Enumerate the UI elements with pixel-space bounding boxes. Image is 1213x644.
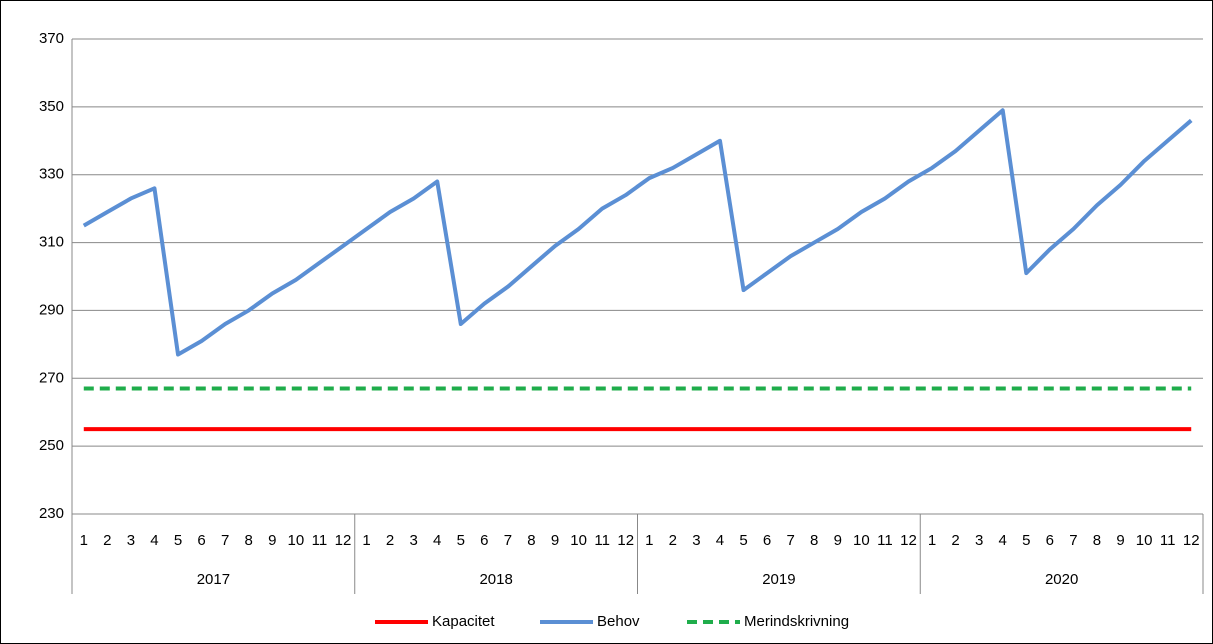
x-tick-label: 12 xyxy=(335,532,352,549)
x-tick-label: 7 xyxy=(504,532,512,549)
x-tick-label: 6 xyxy=(763,532,771,549)
legend-label: Behov xyxy=(597,613,640,630)
y-tick-label: 330 xyxy=(39,166,64,183)
x-tick-label: 12 xyxy=(1183,532,1200,549)
x-tick-label: 5 xyxy=(739,532,747,549)
x-tick-label: 3 xyxy=(127,532,135,549)
x-tick-label: 1 xyxy=(645,532,653,549)
x-tick-label: 8 xyxy=(245,532,253,549)
x-tick-label: 7 xyxy=(221,532,229,549)
x-tick-label: 7 xyxy=(786,532,794,549)
x-tick-label: 10 xyxy=(853,532,870,549)
x-tick-label: 11 xyxy=(877,532,893,549)
x-tick-label: 6 xyxy=(197,532,205,549)
x-tick-label: 1 xyxy=(362,532,370,549)
x-tick-label: 3 xyxy=(975,532,983,549)
x-tick-label: 12 xyxy=(617,532,634,549)
x-tick-label: 4 xyxy=(716,532,724,549)
x-tick-label: 2 xyxy=(669,532,677,549)
y-tick-label: 310 xyxy=(39,234,64,251)
series-line xyxy=(82,108,1193,357)
y-tick-label: 290 xyxy=(39,301,64,318)
legend-label: Merindskrivning xyxy=(744,613,849,630)
legend-label: Kapacitet xyxy=(432,613,495,630)
x-tick-label: 9 xyxy=(834,532,842,549)
x-tick-label: 11 xyxy=(594,532,610,549)
x-tick-label: 12 xyxy=(900,532,917,549)
group-label: 2017 xyxy=(197,571,230,588)
x-tick-label: 6 xyxy=(1046,532,1054,549)
x-tick-label: 2 xyxy=(386,532,394,549)
x-tick-label: 1 xyxy=(80,532,88,549)
x-tick-label: 4 xyxy=(433,532,441,549)
y-tick-label: 230 xyxy=(39,505,64,522)
x-tick-label: 5 xyxy=(457,532,465,549)
x-tick-label: 1 xyxy=(928,532,936,549)
group-label: 2019 xyxy=(762,571,795,588)
x-tick-label: 11 xyxy=(1160,532,1176,549)
x-tick-label: 10 xyxy=(570,532,587,549)
x-tick-label: 8 xyxy=(810,532,818,549)
x-tick-label: 2 xyxy=(103,532,111,549)
x-tick-label: 5 xyxy=(1022,532,1030,549)
x-tick-label: 8 xyxy=(1093,532,1101,549)
x-tick-label: 4 xyxy=(150,532,158,549)
x-tick-label: 5 xyxy=(174,532,182,549)
x-tick-label: 9 xyxy=(551,532,559,549)
y-tick-label: 250 xyxy=(39,437,64,454)
x-tick-label: 9 xyxy=(1116,532,1124,549)
x-tick-label: 9 xyxy=(268,532,276,549)
x-tick-label: 6 xyxy=(480,532,488,549)
x-tick-label: 2 xyxy=(951,532,959,549)
group-label: 2018 xyxy=(479,571,512,588)
x-tick-label: 10 xyxy=(288,532,305,549)
x-tick-label: 3 xyxy=(409,532,417,549)
x-tick-label: 3 xyxy=(692,532,700,549)
y-tick-label: 350 xyxy=(39,98,64,115)
x-tick-label: 7 xyxy=(1069,532,1077,549)
y-tick-label: 370 xyxy=(39,30,64,47)
x-tick-label: 4 xyxy=(999,532,1007,549)
group-label: 2020 xyxy=(1045,571,1078,588)
y-tick-label: 270 xyxy=(39,369,64,386)
x-tick-label: 10 xyxy=(1136,532,1153,549)
x-tick-label: 8 xyxy=(527,532,535,549)
x-tick-label: 11 xyxy=(312,532,328,549)
